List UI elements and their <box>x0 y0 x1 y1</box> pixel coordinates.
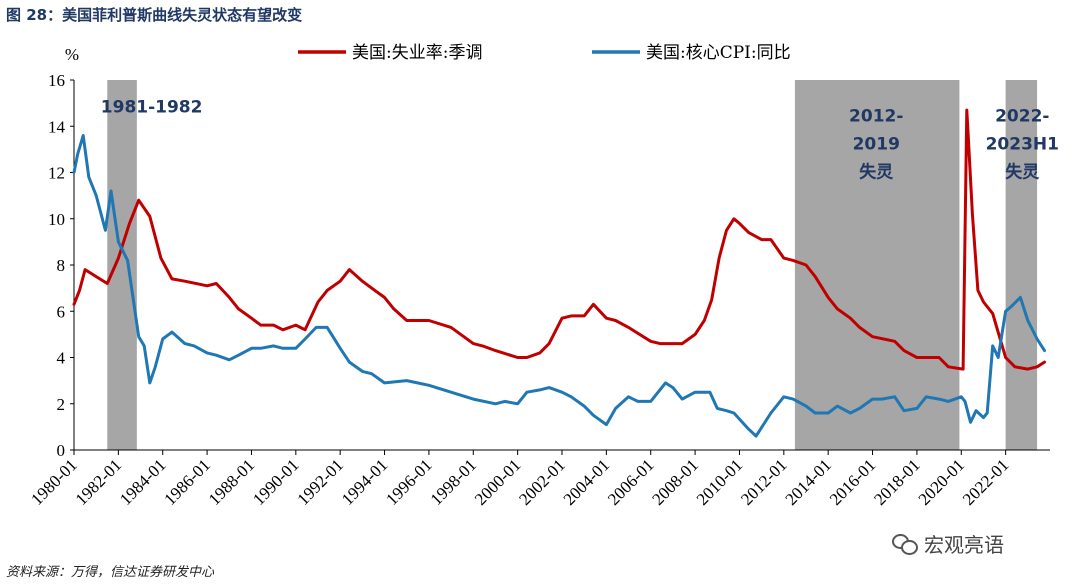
x-tick-label: 2018-01 <box>870 455 924 509</box>
watermark: 宏观亮语 <box>892 530 1062 557</box>
annotation-text: 失灵 <box>1005 162 1040 183</box>
x-tick-label: 1986-01 <box>160 455 214 509</box>
shaded-period <box>1005 80 1038 450</box>
y-axis: 0 2 4 6 8 10 12 14 16 <box>48 71 75 460</box>
legend-label: 美国:核心CPI:同比 <box>646 43 791 63</box>
x-tick-label: 2022-01 <box>959 455 1013 509</box>
x-tick-label: 1996-01 <box>382 455 436 509</box>
x-tick-label: 2014-01 <box>782 455 836 509</box>
x-tick-label: 1982-01 <box>72 455 126 509</box>
y-tick-label: 14 <box>48 117 66 136</box>
annotation-text: 2023H1 <box>986 135 1059 155</box>
series-lines <box>72 108 1046 438</box>
legend-label: 美国:失业率:季调 <box>352 43 482 63</box>
x-tick-label: 1988-01 <box>205 455 259 509</box>
x-tick-label: 2008-01 <box>648 455 702 509</box>
x-tick-label: 2012-01 <box>737 455 791 509</box>
figure-title: 图 28：美国菲利普斯曲线失灵状态有望改变 <box>6 6 303 24</box>
x-tick-label: 1992-01 <box>294 455 348 509</box>
annotation-text: 1981-1982 <box>101 97 203 117</box>
x-tick-label: 2010-01 <box>693 455 747 509</box>
x-tick-label: 2004-01 <box>560 455 614 509</box>
y-tick-label: 8 <box>57 256 66 275</box>
x-tick-label: 2006-01 <box>604 455 658 509</box>
shaded-periods <box>107 80 1038 450</box>
x-tick-label: 1994-01 <box>338 455 392 509</box>
x-axis: 1980-011982-011984-011986-011988-011990-… <box>27 449 1050 509</box>
x-tick-label: 2020-01 <box>915 455 969 509</box>
y-tick-label: 6 <box>57 302 66 321</box>
y-tick-label: 0 <box>57 441 66 460</box>
annotations: 1981-1982 2012- 2019 失灵 2022- 2023H1 失灵 <box>101 97 1059 182</box>
x-tick-label: 1998-01 <box>427 455 481 509</box>
x-tick-label: 1990-01 <box>249 455 303 509</box>
legend: 美国:失业率:季调 美国:核心CPI:同比 <box>298 43 791 63</box>
watermark-text: 宏观亮语 <box>924 532 1004 557</box>
x-tick-label: 1984-01 <box>116 455 170 509</box>
x-tick-label: 1980-01 <box>27 455 81 509</box>
x-tick-label: 2002-01 <box>515 455 569 509</box>
wechat-icon <box>892 532 918 555</box>
y-tick-label: 16 <box>48 71 65 90</box>
x-tick-label: 2000-01 <box>471 455 525 509</box>
y-tick-label: 10 <box>48 210 65 229</box>
series-line <box>72 134 1046 438</box>
source-note: 资料来源：万得，信达证券研发中心 <box>6 565 215 580</box>
annotation-text: 2022- <box>995 107 1049 127</box>
annotation-text: 2012- <box>849 107 903 127</box>
y-tick-label: 2 <box>57 395 66 414</box>
x-tick-label: 2016-01 <box>826 455 880 509</box>
shaded-period <box>107 80 137 450</box>
y-tick-label: 12 <box>48 164 65 183</box>
series-line <box>72 108 1046 371</box>
y-axis-unit-label: % <box>65 45 79 64</box>
shaded-period <box>794 80 960 450</box>
annotation-text: 2019 <box>853 135 900 155</box>
y-tick-label: 4 <box>57 349 66 368</box>
annotation-text: 失灵 <box>859 162 894 183</box>
